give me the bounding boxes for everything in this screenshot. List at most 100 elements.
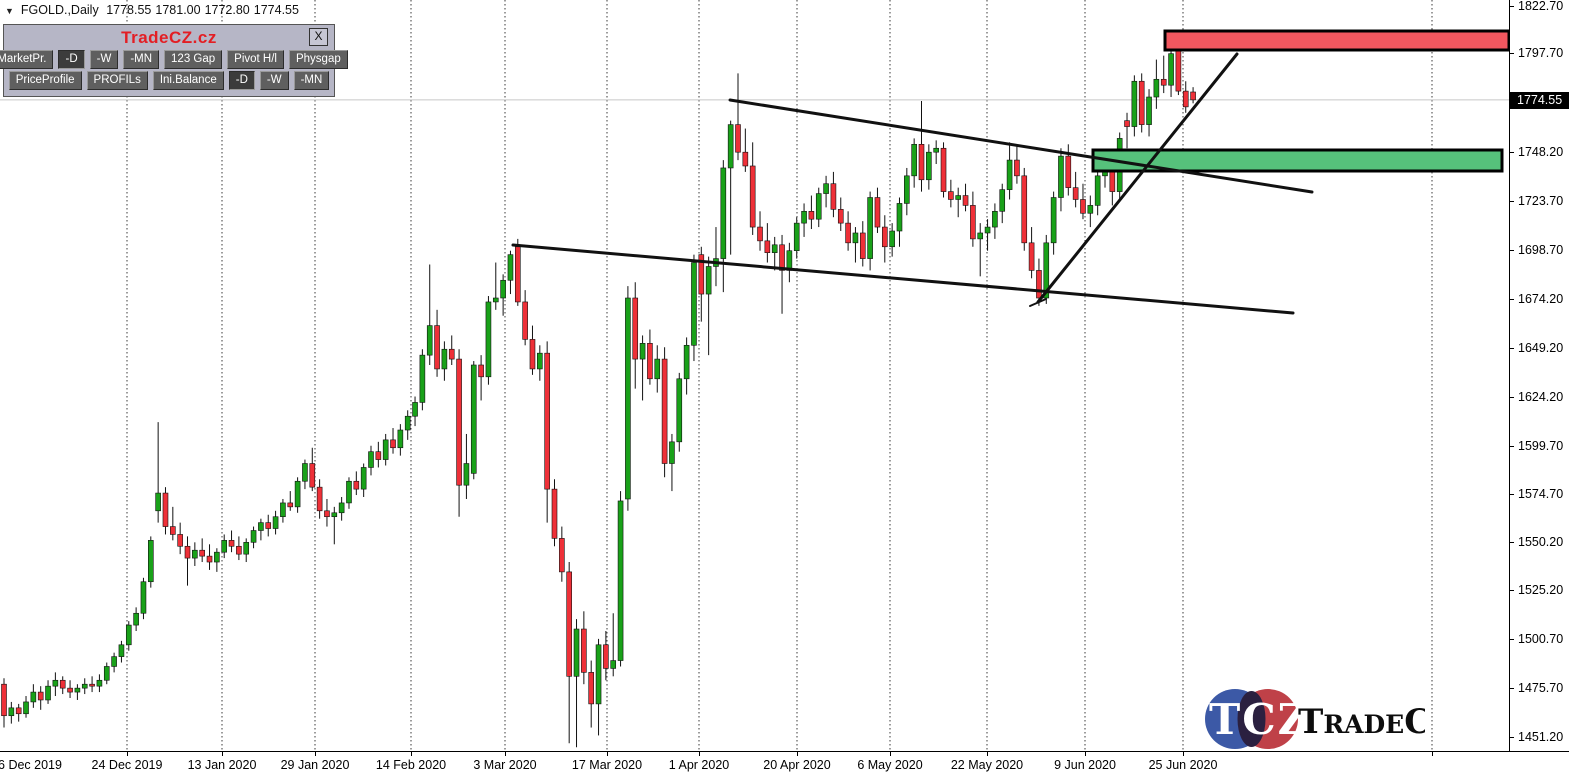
candle-body xyxy=(434,325,440,370)
panel-button--d[interactable]: -D xyxy=(58,50,85,69)
symbol-ohlc-readout: ▼ FGOLD.,Daily 1778.55 1781.00 1772.80 1774.… xyxy=(5,3,303,17)
candle-body xyxy=(757,226,763,242)
candle-body xyxy=(904,175,910,204)
panel-button-ini-balance[interactable]: Ini.Balance xyxy=(152,71,224,90)
candle-body xyxy=(970,205,976,240)
candle-body xyxy=(808,211,815,220)
panel-button-profils[interactable]: PROFILs xyxy=(86,71,148,90)
candle-body xyxy=(397,429,404,449)
time-axis-label: 14 Feb 2020 xyxy=(375,758,447,772)
candle-body xyxy=(118,644,125,657)
candle-body xyxy=(1021,175,1028,244)
symbol-name: FGOLD.,Daily xyxy=(20,3,99,17)
candle-body xyxy=(1131,80,1138,127)
chart-area: ▼ FGOLD.,Daily 1778.55 1781.00 1772.80 1774.… xyxy=(0,0,1509,751)
time-axis-label: 24 Dec 2019 xyxy=(91,758,163,772)
candle-body xyxy=(926,151,932,181)
logo-overlap xyxy=(1237,691,1266,747)
price-axis-tick xyxy=(1510,53,1514,54)
candle-body xyxy=(581,628,587,673)
candle-body xyxy=(155,492,161,512)
candle-body xyxy=(779,244,785,271)
price-axis-tick xyxy=(1510,299,1514,300)
candle-body xyxy=(1094,175,1101,206)
candle-body xyxy=(537,352,543,370)
time-axis-tick xyxy=(1085,752,1086,756)
close-icon[interactable]: X xyxy=(309,28,328,46)
candle-body xyxy=(15,707,22,715)
candle-body xyxy=(360,467,367,490)
price-axis-tick xyxy=(1510,201,1514,202)
candle-body xyxy=(955,195,962,200)
panel-button-marketpr-[interactable]: MarketPr. xyxy=(0,50,54,69)
candle-body xyxy=(309,463,316,488)
candle-body xyxy=(324,510,330,518)
time-axis-label: 3 Mar 2020 xyxy=(473,758,537,772)
candle-body xyxy=(177,534,183,547)
candle-body xyxy=(918,144,925,181)
candle-body xyxy=(1153,78,1160,98)
candle-body xyxy=(1109,171,1116,192)
candle-body xyxy=(683,344,690,380)
candle-body xyxy=(412,402,418,417)
time-axis-tick xyxy=(505,752,506,756)
open-value: 1778.55 xyxy=(106,3,152,17)
price-axis-label: 1525.20 xyxy=(1518,583,1564,597)
candle-body xyxy=(162,492,169,527)
candle-body xyxy=(984,226,991,234)
price-axis-tick xyxy=(1510,250,1514,251)
candle-body xyxy=(654,358,661,380)
candle-body xyxy=(801,211,807,224)
time-axis-tick xyxy=(1432,752,1433,756)
candle-body xyxy=(793,222,800,252)
price-axis-tick xyxy=(1510,737,1514,738)
candlestick-chart[interactable] xyxy=(0,0,1509,751)
candle-body xyxy=(830,183,837,210)
candle-body xyxy=(1014,159,1020,177)
price-axis-label: 1723.70 xyxy=(1518,194,1564,208)
panel-button--mn[interactable]: -MN xyxy=(123,50,160,69)
price-axis-label: 1500.70 xyxy=(1518,632,1564,646)
candle-body xyxy=(206,555,213,563)
time-axis[interactable]: 6 Dec 2019 24 Dec 2019 13 Jan 2020 29 Jan 2… xyxy=(0,751,1569,779)
candle-body xyxy=(962,195,969,206)
panel-button-physgap[interactable]: Physgap xyxy=(288,50,348,69)
candle-body xyxy=(404,415,411,431)
symbol-dropdown-arrow-icon[interactable]: ▼ xyxy=(5,6,14,16)
candle-body xyxy=(837,209,844,224)
candle-body xyxy=(1124,120,1130,127)
panel-button--w[interactable]: -W xyxy=(89,50,119,69)
panel-button--mn[interactable]: -MN xyxy=(293,71,330,90)
panel-button-row-2: PriceProfile PROFILs Ini.Balance -D -W -MN xyxy=(4,71,334,90)
trend-line xyxy=(728,98,1314,194)
candle-body xyxy=(52,679,59,687)
candle-body xyxy=(441,348,448,370)
candle-body xyxy=(1160,78,1167,86)
candle-body xyxy=(103,666,110,681)
panel-button-123-gap[interactable]: 123 Gap xyxy=(164,50,223,69)
panel-button--w[interactable]: -W xyxy=(259,71,289,90)
price-axis-label: 1475.70 xyxy=(1518,681,1564,695)
candle-body xyxy=(148,540,154,583)
price-axis-label: 1698.70 xyxy=(1518,243,1564,257)
panel-button-priceprofile[interactable]: PriceProfile xyxy=(8,71,82,90)
candle-body xyxy=(478,364,484,378)
candle-body xyxy=(940,147,947,192)
tradecz-watermark-logo: TCZ TRADECZ xyxy=(1205,689,1425,749)
candle-body xyxy=(294,480,301,508)
panel-button-pivot-h-l[interactable]: Pivot H/l xyxy=(227,50,284,69)
candle-body xyxy=(507,254,514,281)
candle-body xyxy=(559,538,565,573)
panel-button--d[interactable]: -D xyxy=(228,71,255,90)
candle-body xyxy=(140,581,147,614)
candle-body xyxy=(346,480,352,504)
logo-brand-text: TRADECZ xyxy=(1298,702,1425,742)
time-axis-label: 25 Jun 2020 xyxy=(1148,758,1218,772)
candle-body xyxy=(463,463,470,486)
candle-body xyxy=(67,687,73,693)
price-axis-label: 1574.70 xyxy=(1518,487,1564,501)
price-axis-label: 1674.20 xyxy=(1518,292,1564,306)
time-axis-tick xyxy=(607,752,608,756)
price-axis[interactable]: 1774.55 1822.70 1797.70 1748.20 1723.70 1698… xyxy=(1509,0,1569,751)
price-axis-tick xyxy=(1510,688,1514,689)
